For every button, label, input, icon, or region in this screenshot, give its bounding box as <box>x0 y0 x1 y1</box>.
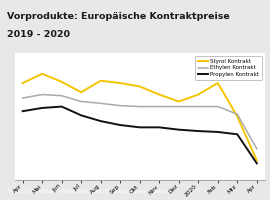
Line: Ethylen Kontrakt: Ethylen Kontrakt <box>23 95 257 149</box>
Ethylen Kontrakt <box>119 104 122 107</box>
Ethylen Kontrakt <box>255 148 258 150</box>
Propylen Kontrakt <box>216 131 220 133</box>
Styrol Kontrakt <box>99 80 102 82</box>
Propylen Kontrakt <box>177 128 180 131</box>
Propylen Kontrakt <box>60 105 63 108</box>
Styrol Kontrakt <box>216 82 220 84</box>
Ethylen Kontrakt <box>99 102 102 105</box>
Ethylen Kontrakt <box>177 105 180 108</box>
Styrol Kontrakt <box>255 159 258 162</box>
Styrol Kontrakt <box>177 100 180 103</box>
Line: Styrol Kontrakt: Styrol Kontrakt <box>23 74 257 160</box>
Styrol Kontrakt <box>236 115 239 118</box>
Ethylen Kontrakt <box>60 95 63 97</box>
Styrol Kontrakt <box>40 73 44 75</box>
Propylen Kontrakt <box>158 126 161 129</box>
Styrol Kontrakt <box>158 93 161 96</box>
Propylen Kontrakt <box>197 130 200 132</box>
Propylen Kontrakt <box>255 162 258 165</box>
Propylen Kontrakt <box>99 120 102 122</box>
Text: 2019 - 2020: 2019 - 2020 <box>7 30 70 39</box>
Styrol Kontrakt <box>60 81 63 83</box>
Propylen Kontrakt <box>40 107 44 109</box>
Ethylen Kontrakt <box>216 105 220 108</box>
Styrol Kontrakt <box>197 93 200 96</box>
Styrol Kontrakt <box>138 85 141 88</box>
Ethylen Kontrakt <box>236 113 239 115</box>
Ethylen Kontrakt <box>40 93 44 96</box>
Propylen Kontrakt <box>236 133 239 135</box>
Text: © 2020 Kunststoff Information, Bad Homburg - www.kiweb.de: © 2020 Kunststoff Information, Bad Hombu… <box>7 189 170 194</box>
Propylen Kontrakt <box>119 124 122 126</box>
Styrol Kontrakt <box>21 82 24 84</box>
Ethylen Kontrakt <box>21 97 24 99</box>
Styrol Kontrakt <box>119 82 122 84</box>
Ethylen Kontrakt <box>158 105 161 108</box>
Styrol Kontrakt <box>80 91 83 93</box>
Ethylen Kontrakt <box>138 105 141 108</box>
Propylen Kontrakt <box>21 110 24 112</box>
Propylen Kontrakt <box>138 126 141 129</box>
Legend: Styrol Kontrakt, Ethylen Kontrakt, Propylen Kontrakt: Styrol Kontrakt, Ethylen Kontrakt, Propy… <box>195 56 262 80</box>
Text: Vorprodukte: Europäische Kontraktpreise: Vorprodukte: Europäische Kontraktpreise <box>7 12 230 21</box>
Line: Propylen Kontrakt: Propylen Kontrakt <box>23 107 257 163</box>
Propylen Kontrakt <box>80 114 83 117</box>
Ethylen Kontrakt <box>197 105 200 108</box>
Ethylen Kontrakt <box>80 100 83 103</box>
